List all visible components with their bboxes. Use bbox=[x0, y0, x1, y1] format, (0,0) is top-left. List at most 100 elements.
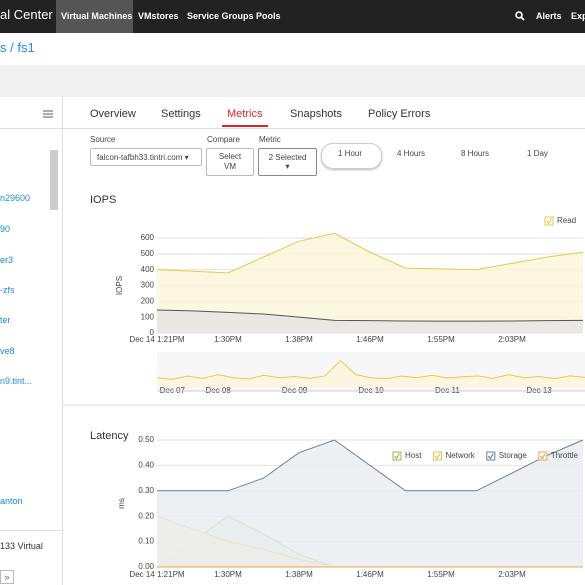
line bbox=[157, 439, 584, 492]
scrollbar[interactable] bbox=[50, 150, 58, 210]
brand: al Center bbox=[0, 7, 53, 22]
nav-tab[interactable]: Pools bbox=[256, 11, 281, 21]
sidebar-item[interactable]: ve8 bbox=[0, 346, 15, 356]
legend-check bbox=[538, 451, 548, 461]
compare-select[interactable]: Select VM bbox=[206, 148, 254, 176]
active-tab-bg bbox=[56, 0, 133, 33]
y-tick-label: 200 bbox=[141, 296, 155, 305]
tab-rule bbox=[63, 128, 585, 129]
sidebar-item[interactable]: er3 bbox=[0, 255, 14, 265]
y-tick-label: 0.40 bbox=[138, 461, 154, 470]
tab[interactable]: Snapshots bbox=[290, 108, 342, 120]
time-button[interactable]: 1 Hour bbox=[338, 149, 363, 158]
legend-label: Throttle bbox=[551, 451, 579, 460]
sidebar-item[interactable]: -zfs bbox=[0, 285, 15, 295]
metric-label: Metric bbox=[259, 135, 281, 144]
sidebar-item[interactable]: n9.tint... bbox=[0, 376, 33, 386]
source-label: Source bbox=[90, 135, 116, 144]
area bbox=[157, 310, 583, 333]
source-value: falcon-tafbh33.tintri.com bbox=[97, 153, 183, 162]
y-tick-label: 300 bbox=[141, 281, 155, 290]
tab-active[interactable]: Metrics bbox=[227, 108, 263, 120]
x-tick-label: Dec 14 1:21PM bbox=[129, 570, 184, 579]
y-axis-label: ms bbox=[117, 498, 126, 509]
sidebar-item[interactable]: n29600 bbox=[0, 193, 31, 203]
area bbox=[157, 360, 585, 387]
collapse-button[interactable]: » bbox=[0, 570, 14, 584]
legend-check bbox=[432, 451, 442, 461]
chart-title: IOPS bbox=[90, 194, 116, 206]
chart-title: Latency bbox=[90, 430, 129, 442]
y-axis-label: IOPS bbox=[115, 276, 124, 295]
x-tick-label: 1:55PM bbox=[427, 335, 455, 344]
legend-tick bbox=[546, 218, 553, 225]
time-pill bbox=[321, 143, 382, 169]
x-tick-label: 1:46PM bbox=[356, 570, 384, 579]
menu-icon[interactable] bbox=[43, 110, 53, 118]
time-button[interactable]: 4 Hours bbox=[397, 149, 426, 158]
x-tick-label: 1:38PM bbox=[285, 335, 313, 344]
legend-label: Storage bbox=[499, 451, 528, 460]
y-tick-label: 0.50 bbox=[138, 435, 154, 444]
explore[interactable]: Expl bbox=[571, 11, 585, 21]
x-tick-label: 2:03PM bbox=[498, 335, 526, 344]
breadcrumb[interactable]: s / fs1 bbox=[0, 40, 35, 55]
line bbox=[156, 359, 585, 380]
x-tick-label: 1:55PM bbox=[427, 570, 455, 579]
legend-tick bbox=[394, 453, 401, 460]
sidebar-footer: 133 Virtual bbox=[0, 541, 43, 551]
nav-tab[interactable]: Virtual Machines bbox=[61, 11, 133, 21]
x-tick-label: Dec 14 1:21PM bbox=[129, 335, 184, 344]
x-tick-label: 1:30PM bbox=[214, 335, 242, 344]
y-tick-label: 0.20 bbox=[138, 511, 154, 520]
legend-check bbox=[486, 451, 496, 461]
legend-tick bbox=[487, 453, 494, 460]
metric-value: 2 Selected bbox=[268, 153, 307, 162]
y-tick-label: 0.30 bbox=[138, 486, 154, 495]
sidebar-item[interactable]: anton bbox=[0, 496, 23, 506]
legend-check bbox=[544, 216, 554, 226]
x-tick-label: 1:46PM bbox=[356, 335, 384, 344]
sidebar bbox=[0, 97, 63, 585]
legend-label: Read bbox=[557, 216, 576, 225]
sidebar-rule bbox=[0, 128, 62, 129]
x-tick-label: 1:38PM bbox=[285, 570, 313, 579]
nav-tab[interactable]: VMstores bbox=[138, 11, 179, 21]
line bbox=[156, 309, 584, 322]
legend-check bbox=[392, 451, 402, 461]
sidebar-item[interactable]: ter bbox=[0, 315, 11, 325]
y-tick-label: 0.10 bbox=[138, 537, 154, 546]
time-button[interactable]: 1 Day bbox=[527, 149, 548, 158]
tab-underline bbox=[222, 125, 268, 127]
source-select[interactable]: falcon-tafbh33.tintri.com ▾ bbox=[90, 148, 202, 166]
compare-label: Compare bbox=[207, 135, 240, 144]
area bbox=[157, 440, 583, 567]
x-tick-label: 2:03PM bbox=[498, 570, 526, 579]
x-tick-label: 1:30PM bbox=[214, 570, 242, 579]
search-icon[interactable] bbox=[515, 11, 525, 21]
y-tick-label: 0.00 bbox=[138, 562, 154, 571]
line bbox=[156, 232, 584, 274]
area bbox=[157, 233, 583, 333]
legend-tick bbox=[539, 453, 546, 460]
legend-label: Network bbox=[445, 451, 475, 460]
y-tick-label: 0 bbox=[150, 328, 155, 337]
y-tick-label: 500 bbox=[141, 249, 155, 258]
y-tick-label: 100 bbox=[141, 312, 155, 321]
y-tick-label: 400 bbox=[141, 265, 155, 274]
band bbox=[0, 65, 585, 97]
tab[interactable]: Overview bbox=[90, 108, 136, 120]
legend-label: Host bbox=[405, 451, 422, 460]
y-tick-label: 600 bbox=[141, 233, 155, 242]
sidebar-item[interactable]: 90 bbox=[0, 224, 11, 234]
metric-select[interactable]: 2 Selected ▾ bbox=[258, 148, 317, 176]
time-button[interactable]: 8 Hours bbox=[461, 149, 490, 158]
sidebar-rule bbox=[0, 530, 62, 531]
nav-tab[interactable]: Service Groups bbox=[187, 11, 254, 21]
tab[interactable]: Policy Errors bbox=[368, 108, 431, 120]
legend-tick bbox=[434, 453, 441, 460]
alerts[interactable]: Alerts bbox=[536, 11, 562, 21]
tab[interactable]: Settings bbox=[161, 108, 201, 120]
